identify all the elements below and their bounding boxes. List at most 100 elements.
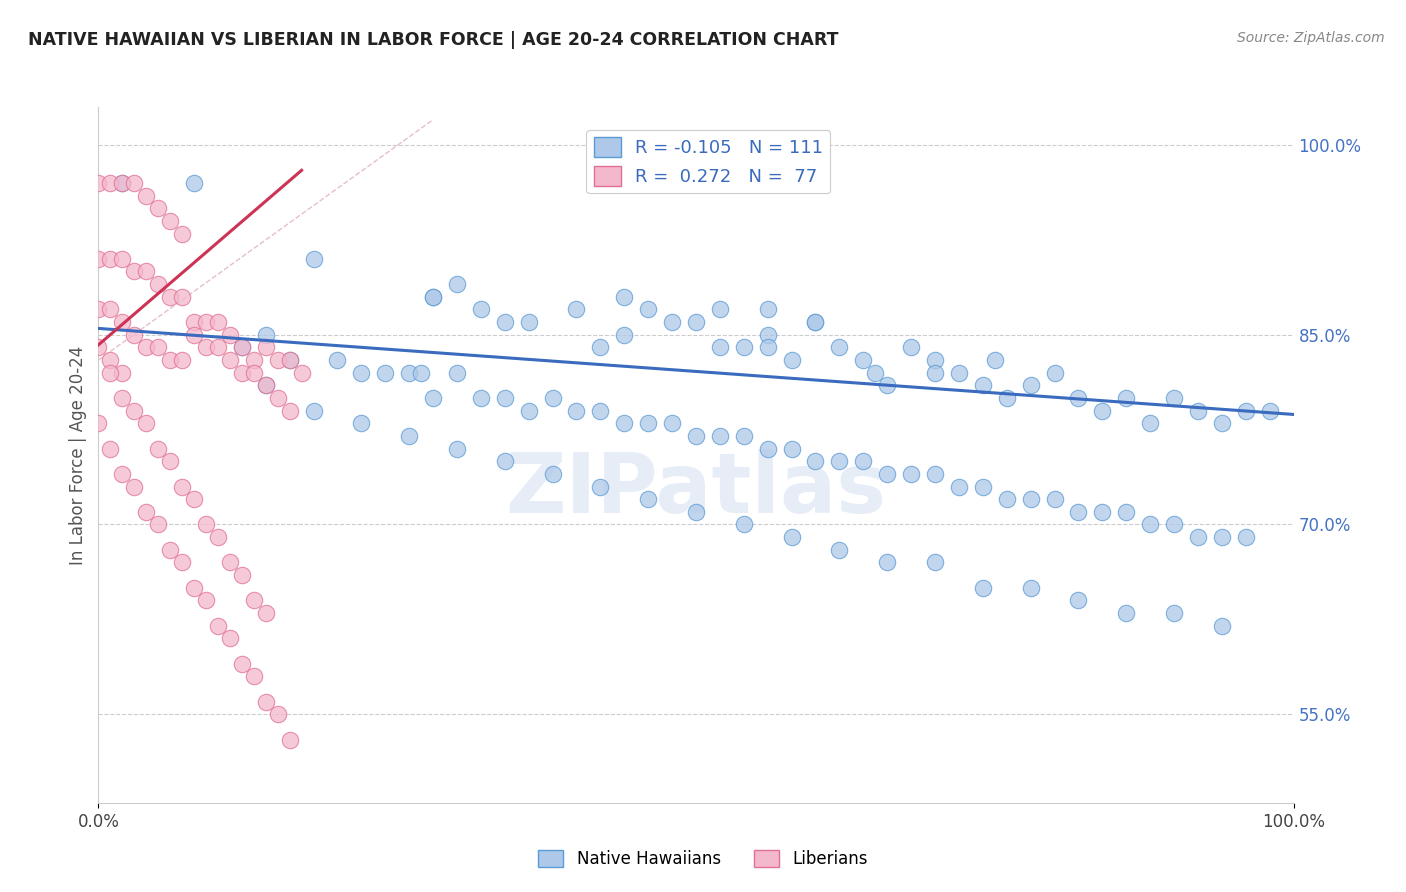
Point — [637, 492, 659, 507]
Point — [231, 340, 253, 354]
Point — [350, 417, 373, 431]
Point — [302, 252, 325, 266]
Point — [111, 176, 134, 190]
Point — [219, 556, 242, 570]
Point — [446, 277, 468, 292]
Point — [995, 492, 1018, 507]
Point — [98, 366, 122, 380]
Point — [709, 429, 731, 443]
Point — [780, 353, 803, 368]
Point — [446, 442, 468, 456]
Point — [1211, 618, 1233, 632]
Point — [589, 340, 612, 354]
Point — [756, 302, 779, 317]
Point — [1139, 517, 1161, 532]
Point — [804, 315, 827, 329]
Point — [148, 277, 170, 292]
Point — [828, 454, 851, 468]
Point — [411, 366, 433, 380]
Point — [1091, 403, 1114, 417]
Point — [195, 593, 218, 607]
Point — [243, 366, 266, 380]
Point — [87, 417, 110, 431]
Point — [972, 378, 994, 392]
Point — [148, 340, 170, 354]
Point — [148, 442, 170, 456]
Point — [1043, 492, 1066, 507]
Point — [995, 391, 1018, 405]
Point — [87, 176, 110, 190]
Point — [98, 442, 122, 456]
Point — [804, 454, 827, 468]
Point — [87, 340, 110, 354]
Point — [172, 353, 194, 368]
Point — [1067, 391, 1090, 405]
Point — [219, 632, 242, 646]
Point — [195, 517, 218, 532]
Point — [470, 391, 492, 405]
Point — [231, 340, 253, 354]
Point — [613, 290, 636, 304]
Point — [231, 568, 253, 582]
Point — [733, 429, 755, 443]
Point — [685, 315, 707, 329]
Point — [207, 315, 229, 329]
Point — [1115, 391, 1137, 405]
Point — [709, 340, 731, 354]
Point — [1019, 492, 1042, 507]
Point — [1091, 505, 1114, 519]
Point — [124, 479, 146, 493]
Point — [494, 454, 516, 468]
Point — [183, 581, 205, 595]
Point — [1234, 530, 1257, 544]
Point — [1067, 505, 1090, 519]
Point — [219, 327, 242, 342]
Point — [900, 467, 922, 481]
Point — [172, 556, 194, 570]
Point — [159, 353, 181, 368]
Point — [876, 378, 898, 392]
Point — [1258, 403, 1281, 417]
Point — [517, 403, 540, 417]
Point — [207, 618, 229, 632]
Point — [1187, 530, 1209, 544]
Point — [865, 366, 887, 380]
Point — [1163, 606, 1185, 620]
Point — [111, 176, 134, 190]
Point — [900, 340, 922, 354]
Point — [254, 606, 277, 620]
Point — [98, 353, 122, 368]
Point — [267, 353, 290, 368]
Point — [756, 340, 779, 354]
Point — [589, 479, 612, 493]
Point — [231, 657, 253, 671]
Point — [780, 442, 803, 456]
Point — [135, 505, 157, 519]
Point — [183, 315, 205, 329]
Point — [398, 366, 420, 380]
Point — [1115, 606, 1137, 620]
Point — [637, 302, 659, 317]
Point — [470, 302, 492, 317]
Point — [124, 327, 146, 342]
Point — [254, 378, 277, 392]
Point — [804, 315, 827, 329]
Point — [111, 467, 134, 481]
Point — [709, 302, 731, 317]
Point — [984, 353, 1007, 368]
Point — [159, 214, 181, 228]
Point — [948, 366, 970, 380]
Point — [422, 391, 444, 405]
Point — [541, 467, 564, 481]
Point — [828, 542, 851, 557]
Point — [111, 315, 134, 329]
Point — [195, 315, 218, 329]
Point — [637, 417, 659, 431]
Point — [148, 517, 170, 532]
Point — [195, 340, 218, 354]
Point — [207, 340, 229, 354]
Point — [159, 454, 181, 468]
Point — [267, 391, 290, 405]
Point — [589, 403, 612, 417]
Legend: R = -0.105   N = 111, R =  0.272   N =  77: R = -0.105 N = 111, R = 0.272 N = 77 — [586, 130, 831, 194]
